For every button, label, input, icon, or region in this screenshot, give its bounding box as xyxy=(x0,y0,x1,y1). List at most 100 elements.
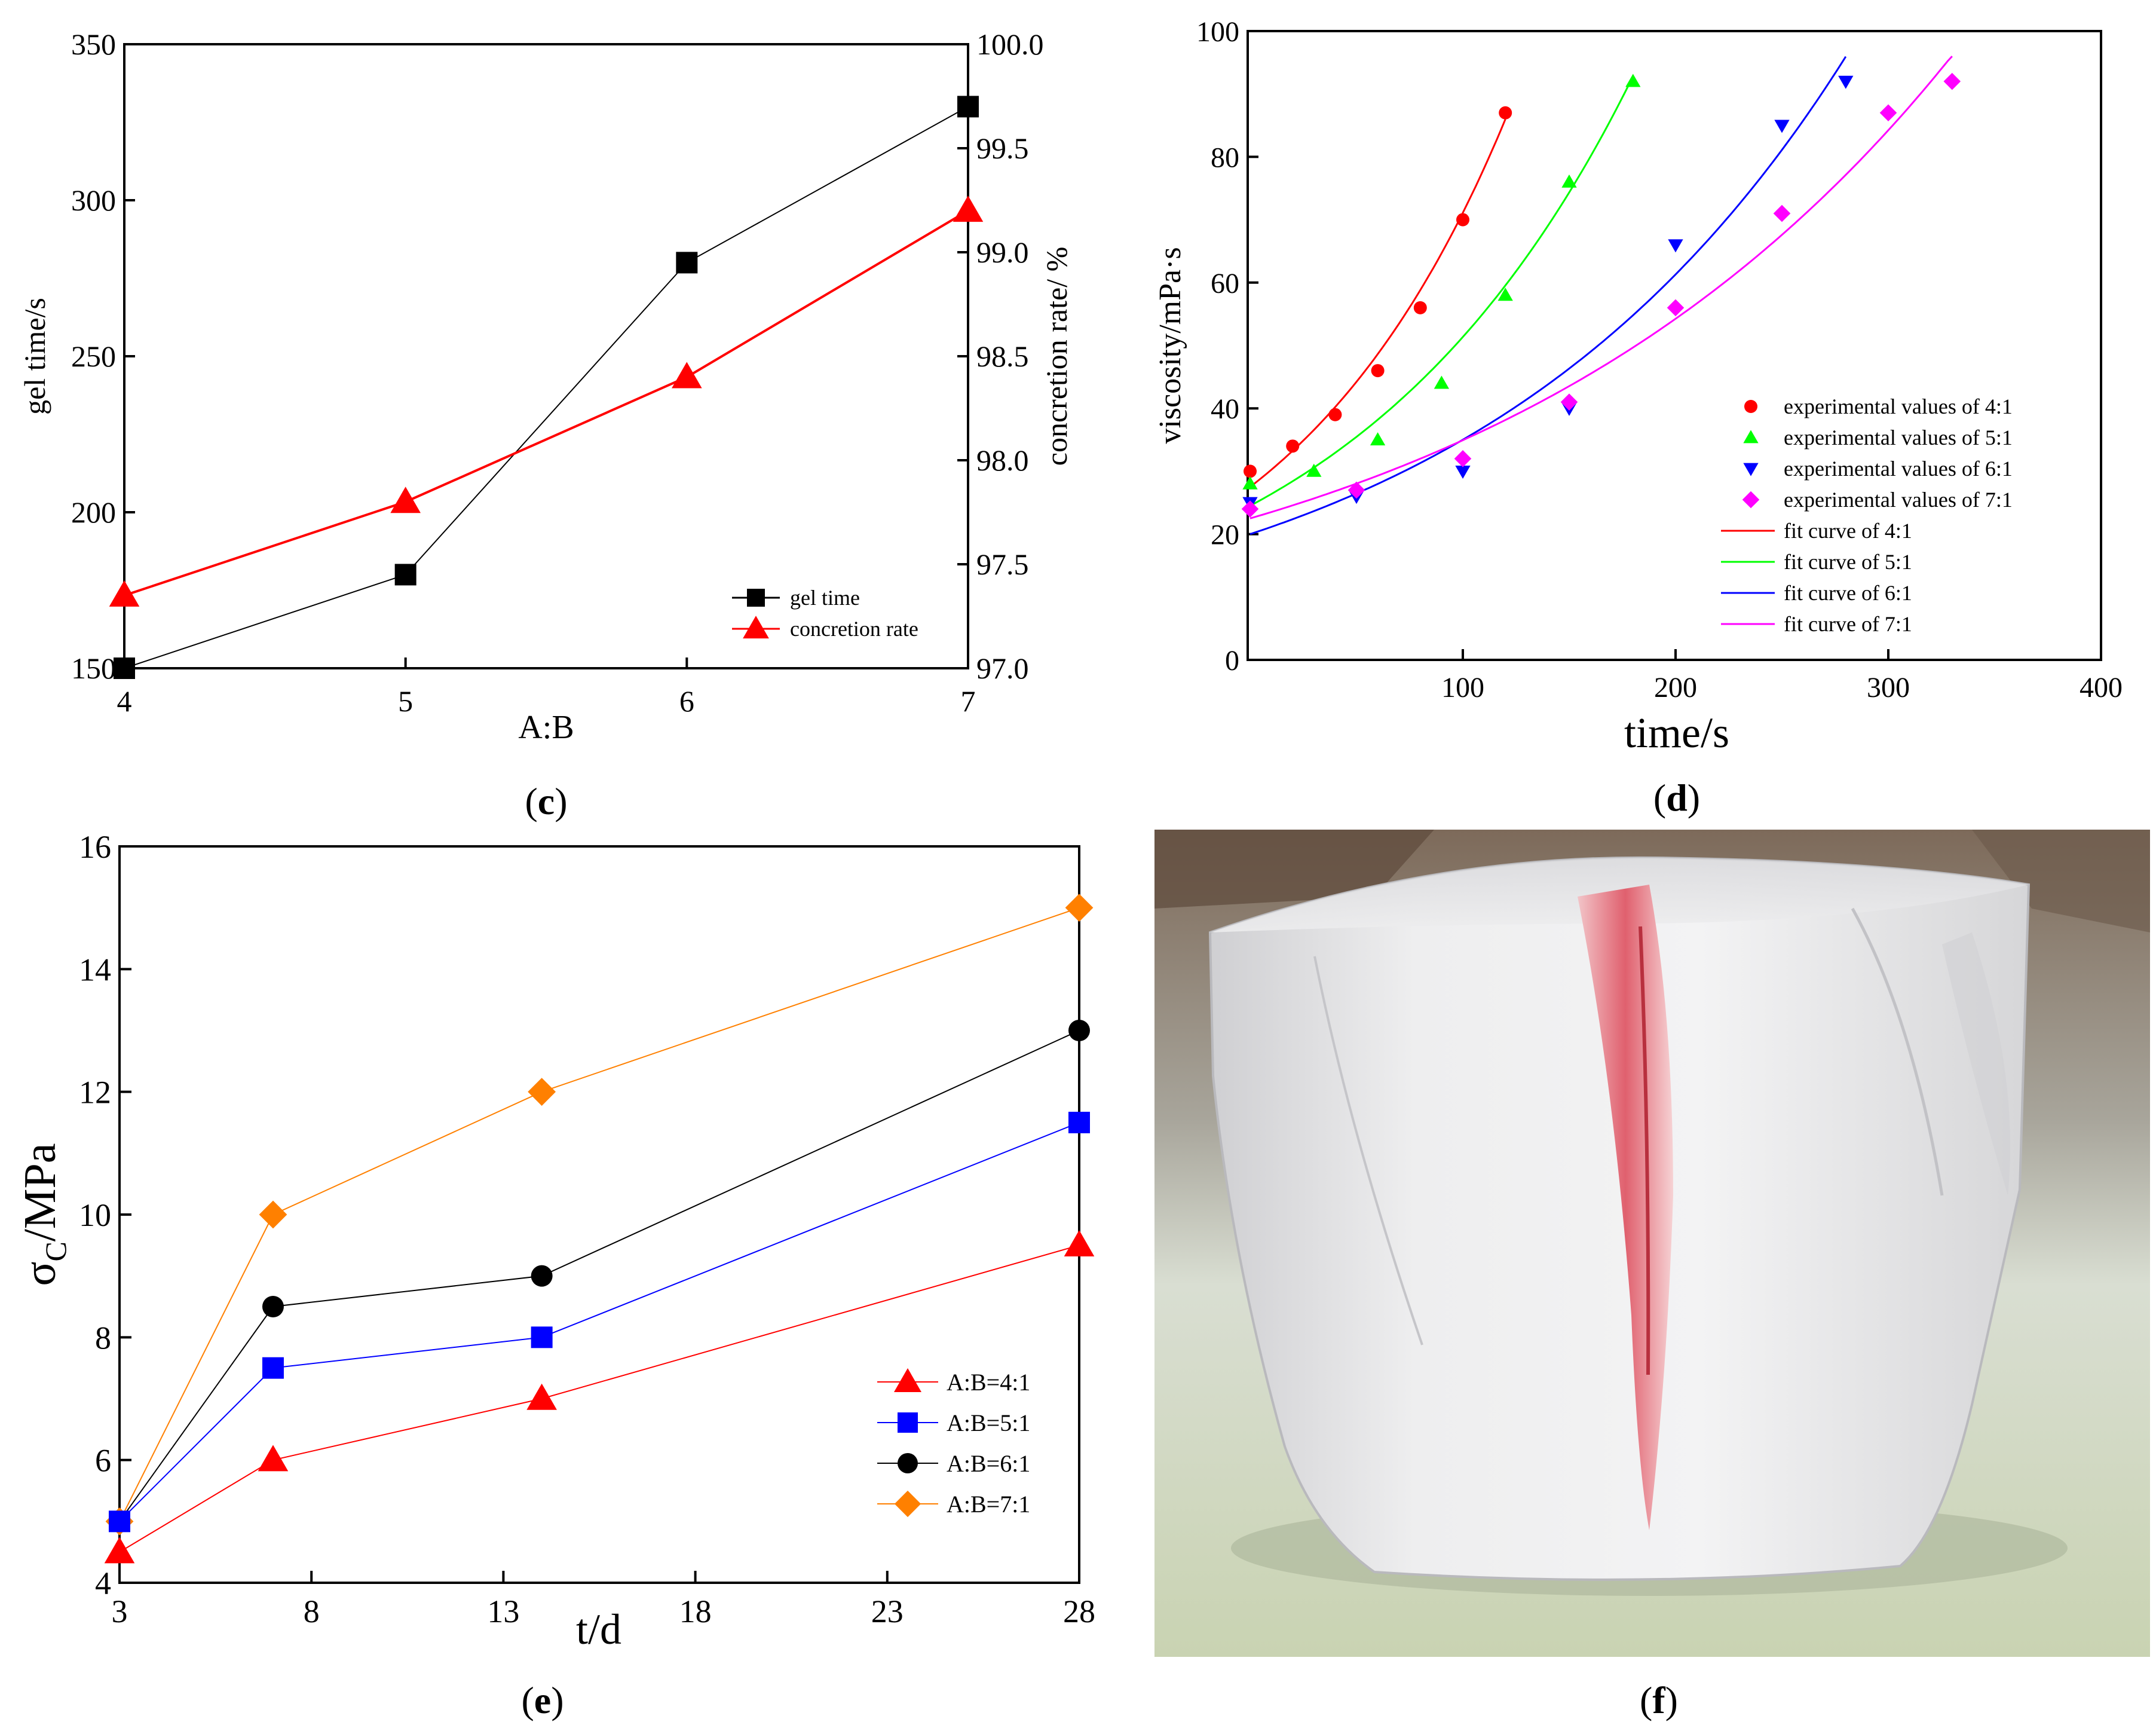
panel-c-left-tick-label: 200 xyxy=(71,496,116,529)
panel-c-x-tick-label: 6 xyxy=(679,684,694,718)
panel-c-series-line-2 xyxy=(124,209,969,597)
panel-e-legend-label: A:B=7:1 xyxy=(947,1491,1030,1518)
panel-e-y-label-unit: /MPa xyxy=(15,1143,65,1241)
panel-c-point xyxy=(672,362,702,389)
panel-e-y-label-sub: C xyxy=(39,1241,72,1261)
panel-e-y-axis-label: σC/MPa xyxy=(15,1143,72,1286)
panel-d-point xyxy=(1241,500,1259,518)
panel-f-label: f xyxy=(1652,1679,1665,1721)
panel-c-caption: (c) xyxy=(525,780,567,822)
panel-d-y-tick-label: 100 xyxy=(1196,16,1239,48)
panel-e-legend-label: A:B=6:1 xyxy=(947,1450,1030,1477)
panel-e-x-tick-label: 13 xyxy=(487,1594,519,1629)
panel-d-chart: 100 200 300 400 0 20 40 60 80 100 experimental va… xyxy=(1153,16,2123,819)
panel-e-y-label-sigma: σ xyxy=(15,1262,65,1286)
panel-d-point xyxy=(1879,104,1897,122)
panel-e-y-tick-label: 16 xyxy=(79,829,111,865)
panel-c-right-tick-label: 100.0 xyxy=(976,27,1044,61)
panel-d-plot-frame xyxy=(1247,30,2102,661)
panel-e-point xyxy=(1064,1230,1095,1257)
panel-d-point xyxy=(1244,464,1257,478)
panel-c-legend-label: gel time xyxy=(790,586,860,610)
panel-c-right-tick-label: 98.5 xyxy=(976,340,1029,373)
panel-c-legend-label: concretion rate xyxy=(790,617,918,641)
panel-c-chart: 4 5 6 7 150 200 250 300 350 97.0 97.5 98.0 98.5 99.0 9… xyxy=(18,27,1073,822)
panel-c-x-axis-label: A:B xyxy=(518,709,574,746)
panel-c-series-line-1 xyxy=(124,106,969,669)
panel-d-x-tick-label: 200 xyxy=(1654,672,1697,704)
panel-c-x-tick-label: 7 xyxy=(961,684,976,718)
panel-e-point xyxy=(259,1200,287,1229)
panel-e-caption: (e) xyxy=(521,1679,564,1721)
panel-c-right-tick-label: 97.5 xyxy=(976,548,1029,581)
panel-d-x-tick-label: 300 xyxy=(1867,672,1910,704)
panel-d-point xyxy=(1454,450,1472,467)
panel-d-point xyxy=(1328,408,1342,421)
panel-e-legend-label: A:B=4:1 xyxy=(947,1369,1030,1396)
panel-d-legend-label: experimental values of 4:1 xyxy=(1784,394,2013,418)
panel-e-legend-marker xyxy=(894,1368,921,1392)
panel-c-x-tick-label: 5 xyxy=(398,684,413,718)
panel-e-series-line-3 xyxy=(119,1030,1080,1522)
panel-c-left-tick-label: 350 xyxy=(71,27,116,61)
panel-d-point xyxy=(1560,393,1578,411)
panel-d-point xyxy=(1668,239,1683,253)
panel-e-point xyxy=(531,1326,553,1348)
panel-e-point xyxy=(528,1078,556,1106)
panel-f-caption: (f) xyxy=(1640,1679,1678,1721)
panel-e-point xyxy=(109,1510,130,1533)
panel-d-point xyxy=(1413,301,1427,314)
panel-d-point xyxy=(1306,463,1322,477)
panel-d-y-axis-label: viscosity/mPa·s xyxy=(1153,247,1187,444)
panel-e-legend-label: A:B=5:1 xyxy=(947,1409,1030,1436)
panel-d-x-axis-label: time/s xyxy=(1624,709,1729,757)
panel-e-y-tick-label: 4 xyxy=(95,1565,111,1601)
panel-e-legend-marker xyxy=(898,1453,918,1473)
panel-d-y-tick-label: 80 xyxy=(1211,142,1239,173)
panel-d-fit-curve-3 xyxy=(1250,56,1847,536)
panel-e-point xyxy=(262,1296,284,1317)
panel-d-label: d xyxy=(1666,776,1688,819)
panel-d-point xyxy=(1242,476,1258,490)
panel-d-point xyxy=(1371,364,1385,378)
panel-e-legend-marker xyxy=(898,1412,918,1433)
panel-e-point xyxy=(1065,894,1094,922)
panel-d-point xyxy=(1625,74,1641,87)
panel-c-legend-marker xyxy=(743,616,769,639)
panel-c-x-tick-label: 4 xyxy=(117,684,132,718)
panel-d-point xyxy=(1561,174,1577,188)
panel-c-right-tick-label: 99.0 xyxy=(976,236,1029,269)
svg-text:(e): (e) xyxy=(521,1679,564,1721)
panel-d-legend-marker xyxy=(1744,400,1757,413)
panel-e-x-tick-label: 23 xyxy=(871,1594,904,1629)
panel-e-legend-marker xyxy=(894,1490,921,1518)
panel-e-chart: 3 8 13 18 23 28 4 6 8 10 12 14 16 A:B=4:1 A:B=5:1 A:B=… xyxy=(15,829,1095,1721)
panel-d-legend-label: experimental values of 7:1 xyxy=(1784,488,2013,512)
panel-d-point xyxy=(1943,72,1961,90)
panel-d-legend-label: experimental values of 6:1 xyxy=(1784,457,2013,481)
panel-e-y-tick-label: 6 xyxy=(95,1443,111,1479)
panel-e-x-tick-label: 8 xyxy=(304,1594,320,1629)
panel-c-point xyxy=(953,195,984,222)
panel-e-x-axis-label: t/d xyxy=(576,1605,621,1653)
panel-d-point xyxy=(1455,466,1471,479)
panel-c-right-tick-label: 97.0 xyxy=(976,652,1029,685)
panel-d-point xyxy=(1456,213,1469,227)
panel-e-point xyxy=(526,1383,557,1410)
panel-e-y-tick-label: 8 xyxy=(95,1320,111,1356)
panel-e-point xyxy=(262,1357,284,1379)
panel-d-point xyxy=(1667,299,1685,317)
panel-e-point xyxy=(1068,1020,1090,1041)
panel-e-x-tick-label: 28 xyxy=(1063,1594,1095,1629)
panel-d-y-tick-label: 0 xyxy=(1225,645,1239,677)
panel-c-point xyxy=(114,657,135,679)
panel-d-y-tick-label: 60 xyxy=(1211,268,1239,299)
panel-d-x-tick-label: 100 xyxy=(1441,672,1484,704)
panel-d-fit-curve-4 xyxy=(1250,56,1953,519)
svg-text:(f): (f) xyxy=(1640,1679,1678,1721)
panel-e-series-line-1 xyxy=(119,1244,1080,1553)
panel-d-legend-label: fit curve of 6:1 xyxy=(1784,581,1912,605)
panel-c-point xyxy=(957,96,979,118)
panel-d-point xyxy=(1286,439,1300,453)
